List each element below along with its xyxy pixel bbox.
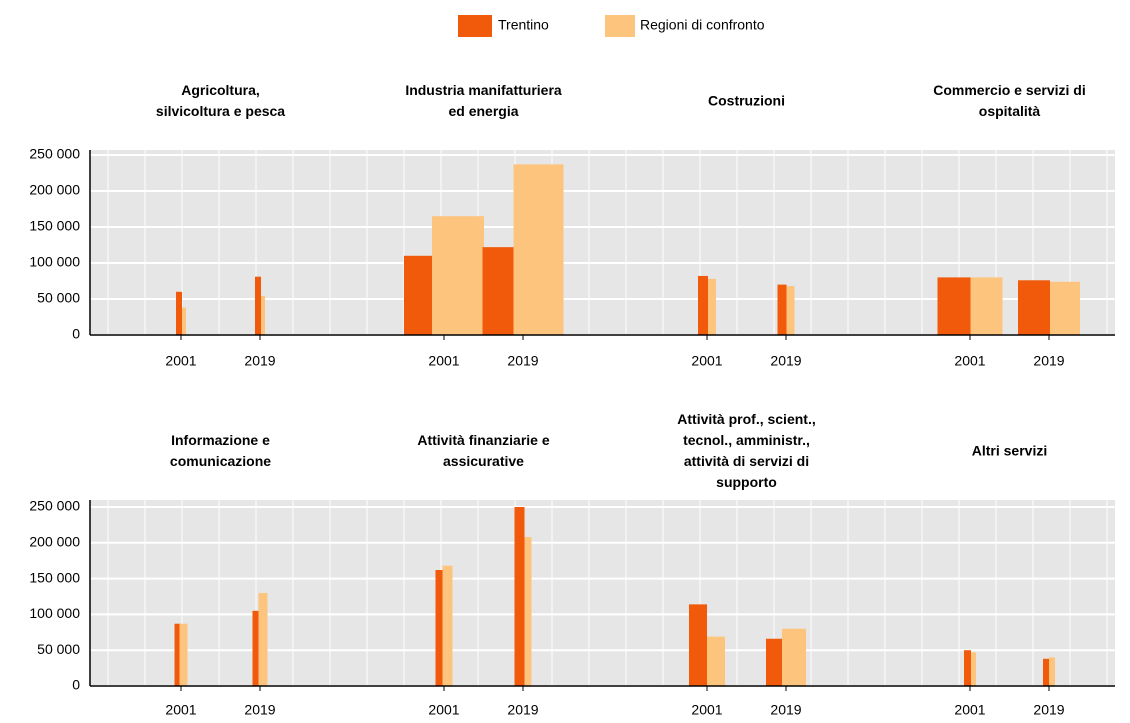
panel-title: Agricoltura, xyxy=(181,82,260,98)
plot-background xyxy=(90,500,1115,686)
bar xyxy=(435,570,443,686)
y-tick-label: 150 000 xyxy=(29,569,80,585)
panel-title: Industria manifatturiera xyxy=(405,82,562,98)
panel-title: attività di servizi di xyxy=(684,453,809,469)
x-tick-label: 2019 xyxy=(770,702,801,718)
bar xyxy=(432,216,484,335)
bar xyxy=(1018,280,1050,335)
bar xyxy=(766,638,782,686)
bar xyxy=(698,275,708,335)
panel-title: tecnol., amministr., xyxy=(683,432,810,448)
x-tick-label: 2001 xyxy=(428,353,459,369)
y-tick-label: 200 000 xyxy=(29,182,80,198)
bar xyxy=(513,164,564,335)
bar xyxy=(404,255,432,335)
bar xyxy=(786,286,795,335)
x-tick-label: 2019 xyxy=(770,353,801,369)
bar xyxy=(176,291,182,335)
x-tick-label: 2019 xyxy=(244,353,275,369)
panel-title: Attività finanziarie e xyxy=(417,432,549,448)
x-tick-label: 2001 xyxy=(691,702,722,718)
bar xyxy=(708,278,716,335)
panel-title: Informazione e xyxy=(171,432,270,448)
bar xyxy=(970,277,1003,335)
panel-title: silvicoltura e pesca xyxy=(156,103,285,119)
x-tick-label: 2001 xyxy=(165,353,196,369)
panel-title: ed energia xyxy=(448,103,518,119)
panel-title: ospitalità xyxy=(979,103,1041,119)
x-tick-label: 2001 xyxy=(428,702,459,718)
bar xyxy=(179,623,188,686)
y-tick-label: 250 000 xyxy=(29,146,80,162)
bar xyxy=(782,628,806,686)
panel-title: assicurative xyxy=(443,453,524,469)
bar xyxy=(252,610,259,686)
panel-title: comunicazione xyxy=(170,453,271,469)
y-tick-label: 200 000 xyxy=(29,534,80,550)
x-tick-label: 2001 xyxy=(691,353,722,369)
bar xyxy=(482,247,514,335)
y-tick-label: 0 xyxy=(72,677,80,693)
bar xyxy=(514,507,525,686)
legend-swatch xyxy=(458,15,492,37)
panel-title: Attività prof., scient., xyxy=(677,411,815,427)
panel-title: Commercio e servizi di xyxy=(933,82,1086,98)
bar xyxy=(261,296,265,335)
y-tick-label: 50 000 xyxy=(37,290,80,306)
bar xyxy=(524,537,532,686)
bar xyxy=(971,652,976,686)
bar xyxy=(964,650,971,686)
legend-label: Regioni di confronto xyxy=(640,17,765,33)
bar xyxy=(1043,658,1049,686)
y-tick-label: 250 000 xyxy=(29,498,80,514)
x-tick-label: 2019 xyxy=(507,702,538,718)
x-tick-label: 2001 xyxy=(954,702,985,718)
x-tick-label: 2019 xyxy=(507,353,538,369)
bar xyxy=(258,592,268,686)
x-tick-label: 2001 xyxy=(165,702,196,718)
bar xyxy=(937,277,971,335)
bar xyxy=(442,565,453,686)
y-tick-label: 100 000 xyxy=(29,254,80,270)
bar xyxy=(255,276,261,335)
bar xyxy=(1050,281,1080,335)
panel-title: Costruzioni xyxy=(708,93,785,109)
bar xyxy=(707,636,725,686)
y-tick-label: 100 000 xyxy=(29,605,80,621)
bar xyxy=(182,307,186,335)
bar xyxy=(689,604,707,686)
x-tick-label: 2019 xyxy=(1033,353,1064,369)
panel-title: supporto xyxy=(716,474,777,490)
x-tick-label: 2019 xyxy=(1033,702,1064,718)
x-tick-label: 2019 xyxy=(244,702,275,718)
legend-label: Trentino xyxy=(498,17,549,33)
y-tick-label: 150 000 xyxy=(29,218,80,234)
bar xyxy=(174,623,180,686)
y-tick-label: 50 000 xyxy=(37,641,80,657)
bar xyxy=(1049,657,1055,686)
y-tick-label: 0 xyxy=(72,326,80,342)
x-tick-label: 2001 xyxy=(954,353,985,369)
panel-title: Altri servizi xyxy=(972,443,1047,459)
legend-swatch xyxy=(605,15,635,37)
bar xyxy=(777,284,787,335)
